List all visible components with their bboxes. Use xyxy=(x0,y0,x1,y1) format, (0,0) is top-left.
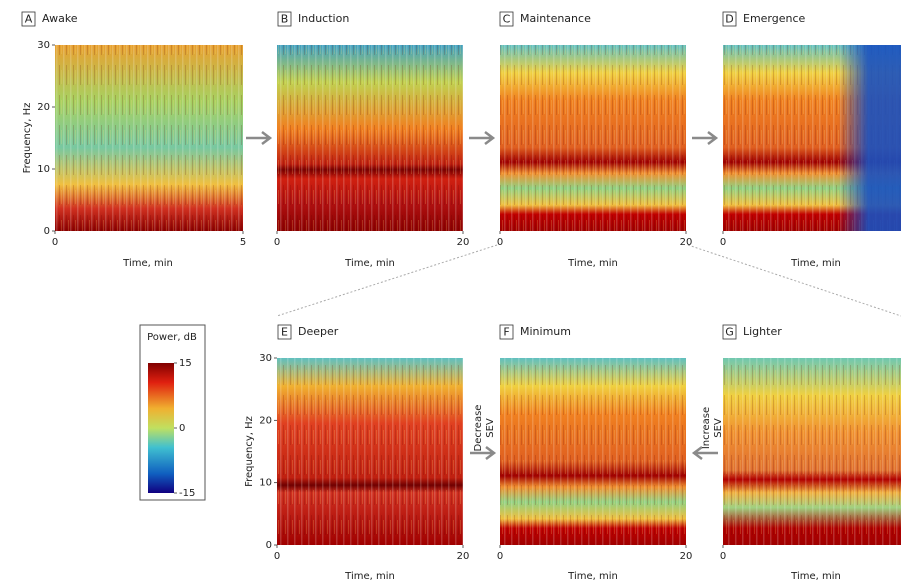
x-tick-label: 0 xyxy=(720,237,726,248)
spectrogram-texture xyxy=(277,45,463,231)
panel-letter: A xyxy=(25,13,33,26)
x-axis-label: Time, min xyxy=(790,258,841,269)
y-tick-label: 20 xyxy=(259,415,272,426)
x-axis-label: Time, min xyxy=(790,571,841,582)
panel-letter: B xyxy=(281,13,289,26)
panel-letter-box xyxy=(21,11,36,27)
panel-title: Induction xyxy=(298,12,349,25)
panel-letter: D xyxy=(725,13,733,26)
x-tick-label: 0 xyxy=(274,237,280,248)
panel-title: Minimum xyxy=(520,325,571,338)
panel-letter: C xyxy=(503,13,511,26)
panel-letter: G xyxy=(725,326,734,339)
y-tick-label: 20 xyxy=(37,102,50,113)
colorbar-title: Power, dB xyxy=(147,332,197,343)
panel-letter-box xyxy=(722,324,737,340)
y-tick-label: 30 xyxy=(259,353,272,364)
x-tick-label: 0 xyxy=(52,237,58,248)
panel-title: Deeper xyxy=(298,325,339,338)
x-axis-label: Time, min xyxy=(122,258,173,269)
spectrogram-overlay xyxy=(723,45,901,231)
x-tick-label: 20 xyxy=(680,551,693,562)
x-tick-label: 0 xyxy=(497,551,503,562)
panel-letter: E xyxy=(281,326,288,339)
colorbar-tick-label: -15 xyxy=(179,488,195,499)
y-tick-label: 10 xyxy=(259,478,272,489)
spectrogram-texture xyxy=(277,358,463,545)
spectrogram-texture xyxy=(500,358,686,545)
x-tick-label: 0 xyxy=(497,237,503,248)
spectrogram-texture xyxy=(723,358,901,545)
arrows xyxy=(246,131,719,460)
colorbar xyxy=(148,363,174,493)
x-tick-label: 5 xyxy=(240,237,246,248)
y-tick-label: 30 xyxy=(37,40,50,51)
x-tick-label: 0 xyxy=(274,551,280,562)
panel-letter-box xyxy=(277,324,292,340)
x-axis-label: Time, min xyxy=(344,571,395,582)
x-tick-label: 20 xyxy=(457,237,470,248)
panel-title: Emergence xyxy=(743,12,806,25)
panel-letter-box xyxy=(499,11,514,27)
x-tick-label: 0 xyxy=(720,551,726,562)
panel-letter-box xyxy=(499,324,514,340)
panel-title: Awake xyxy=(42,12,78,25)
panel-title: Lighter xyxy=(743,325,782,338)
panel-letter-box xyxy=(277,11,292,27)
arrow-label: SEV xyxy=(713,418,724,438)
y-tick-label: 0 xyxy=(266,540,272,551)
arrow-label: Increase xyxy=(701,407,712,449)
x-tick-label: 20 xyxy=(680,237,693,248)
panel-letter: F xyxy=(503,326,509,339)
y-axis-label: Frequency, Hz xyxy=(244,416,255,487)
y-axis-label: Frequency, Hz xyxy=(22,103,33,174)
x-axis-label: Time, min xyxy=(567,258,618,269)
spectrogram-texture xyxy=(55,45,243,231)
panel-letter-box xyxy=(722,11,737,27)
x-axis-label: Time, min xyxy=(344,258,395,269)
x-tick-label: 20 xyxy=(457,551,470,562)
zoom-line xyxy=(687,244,901,317)
y-tick-label: 0 xyxy=(44,226,50,237)
spectrogram-texture xyxy=(500,45,686,231)
arrow-label: SEV xyxy=(485,418,496,438)
zoom-line xyxy=(276,244,498,317)
x-axis-label: Time, min xyxy=(567,571,618,582)
colorbar-tick-label: 15 xyxy=(179,358,192,369)
colorbar-tick-label: 0 xyxy=(179,423,185,434)
panel-title: Maintenance xyxy=(520,12,591,25)
arrow-label: Decrease xyxy=(473,405,484,452)
y-tick-label: 10 xyxy=(37,164,50,175)
